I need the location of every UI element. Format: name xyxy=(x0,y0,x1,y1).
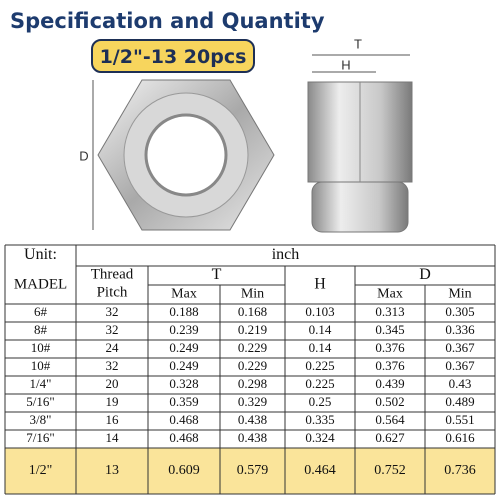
column-header: Min xyxy=(241,287,264,302)
table-cell: 0.335 xyxy=(305,412,334,427)
table-cell: 0.225 xyxy=(305,358,334,373)
table-cell: 0.14 xyxy=(309,322,332,337)
badge: 1/2"-13 20pcs xyxy=(100,46,247,68)
table-cell: 10# xyxy=(31,340,51,355)
table-cell: 0.551 xyxy=(445,412,474,427)
table-cell: 0.468 xyxy=(169,412,198,427)
spec-table: Unit: inch MADEL Thread Pitch T H D Max Max Min Min… xyxy=(4,244,496,495)
table-cell: 24 xyxy=(106,340,120,355)
table-cell: 0.249 xyxy=(169,358,198,373)
table-cell: 3/8" xyxy=(30,412,52,427)
table-cell: 0.464 xyxy=(304,463,336,478)
table-cell: 10# xyxy=(31,358,51,373)
table-cell: 0.627 xyxy=(375,430,405,445)
dim-label: H xyxy=(341,57,350,72)
column-header: Max xyxy=(377,287,403,302)
hole xyxy=(144,113,228,197)
table-cell: 0.188 xyxy=(169,304,198,319)
table-cell: 32 xyxy=(106,358,119,373)
dim-label: T xyxy=(354,36,362,51)
table-cell: 6# xyxy=(34,304,48,319)
table-cell: 0.468 xyxy=(169,430,198,445)
table-cell: 20 xyxy=(106,376,119,391)
table-cell: 0.609 xyxy=(168,463,200,478)
table-cell: 1/2" xyxy=(29,463,53,478)
table-cell: 13 xyxy=(105,463,119,478)
title: Specification and Quantity xyxy=(10,9,325,33)
table-cell: 0.239 xyxy=(169,322,198,337)
table-cell: 0.298 xyxy=(238,376,267,391)
table-cell: 0.329 xyxy=(238,394,267,409)
table-cell: 0.359 xyxy=(169,394,198,409)
table-cell: 32 xyxy=(106,304,119,319)
table-cell: 0.168 xyxy=(238,304,267,319)
table-cell: 0.367 xyxy=(445,340,475,355)
table-cell: 0.752 xyxy=(374,463,406,478)
side-nut xyxy=(307,81,413,233)
table-cell: 0.438 xyxy=(238,430,267,445)
table-cell: 0.328 xyxy=(169,376,198,391)
table-cell: 0.376 xyxy=(375,340,405,355)
table-cell: 0.229 xyxy=(238,358,267,373)
table-cell: 0.103 xyxy=(305,304,334,319)
column-header: Thread xyxy=(91,266,134,282)
table-cell: 0.736 xyxy=(444,463,476,478)
table-cell: 0.502 xyxy=(375,394,404,409)
table-cell: 0.336 xyxy=(445,322,475,337)
table-cell: 0.579 xyxy=(237,463,269,478)
table-cell: 0.219 xyxy=(238,322,267,337)
front-nut xyxy=(97,79,275,231)
table-cell: 0.229 xyxy=(238,340,267,355)
table-cell: 0.14 xyxy=(309,340,332,355)
table-cell: 0.249 xyxy=(169,340,198,355)
table-cell: 0.324 xyxy=(305,430,335,445)
dim-label: D xyxy=(79,148,88,163)
table-cell: 0.564 xyxy=(375,412,405,427)
table-cell: 0.25 xyxy=(309,394,332,409)
collar xyxy=(311,181,409,233)
table-cell: 32 xyxy=(106,322,119,337)
column-header: H xyxy=(314,276,326,293)
table-cell: 14 xyxy=(106,430,120,445)
table-cell: 0.439 xyxy=(375,376,404,391)
table-cell: 0.616 xyxy=(445,430,475,445)
table-cell: 7/16" xyxy=(26,430,54,445)
table-cell: 5/16" xyxy=(26,394,54,409)
table-cell: 0.376 xyxy=(375,358,405,373)
table-cell: 19 xyxy=(106,394,119,409)
table-cell: 0.43 xyxy=(449,376,472,391)
badge-box xyxy=(91,39,255,73)
column-header: D xyxy=(419,266,431,283)
unit-label: Unit: xyxy=(24,246,57,263)
table-cell: 0.225 xyxy=(305,376,334,391)
table-cell: 0.345 xyxy=(375,322,404,337)
column-header: Pitch xyxy=(97,284,128,300)
table-cell: 0.438 xyxy=(238,412,267,427)
table-cell: 16 xyxy=(106,412,120,427)
highlight-row xyxy=(5,448,495,494)
column-header: Min xyxy=(448,287,471,302)
table-cell: 0.305 xyxy=(445,304,474,319)
table-cell: 0.313 xyxy=(375,304,404,319)
table-cell: 8# xyxy=(34,322,48,337)
table-cell: 0.489 xyxy=(445,394,474,409)
table-cell: 0.367 xyxy=(445,358,475,373)
column-header: T xyxy=(212,266,222,283)
unit: inch xyxy=(272,246,300,263)
column-header: MADEL xyxy=(14,276,67,292)
column-header: Max xyxy=(171,287,197,302)
table-cell: 1/4" xyxy=(30,376,52,391)
